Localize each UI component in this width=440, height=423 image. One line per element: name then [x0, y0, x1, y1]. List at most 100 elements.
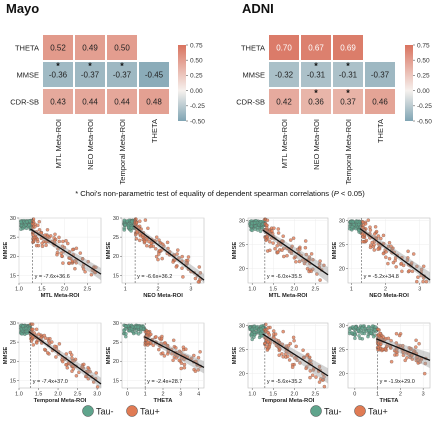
- heatmap-cell: [300, 88, 332, 115]
- data-point: [80, 257, 85, 261]
- data-point: [72, 259, 77, 263]
- regression-line: [30, 228, 102, 275]
- data-point: [73, 266, 77, 271]
- y-tick-label: 30: [10, 216, 16, 222]
- heatmap-cell-value: 0.43: [50, 98, 66, 107]
- data-point: [376, 345, 380, 350]
- x-tick-label: 2.5: [312, 392, 320, 398]
- y-tick-label: 30: [113, 321, 119, 327]
- data-point: [39, 231, 44, 235]
- colorbar-tick-label: 0.50: [190, 58, 203, 65]
- data-point: [29, 339, 34, 344]
- heatmap-row-label: CDR-SB: [10, 98, 39, 107]
- data-point: [310, 373, 315, 377]
- x-tick-label: 2.5: [84, 287, 92, 293]
- data-point: [315, 272, 319, 276]
- x-tick-label: 2.0: [290, 392, 298, 398]
- x-tick-label: 3: [418, 287, 421, 293]
- x-tick-label: 4: [197, 392, 200, 398]
- x-axis-label: MTL Meta-ROI: [41, 293, 80, 299]
- heatmap-cell: [364, 88, 396, 115]
- data-point: [77, 370, 81, 375]
- data-point: [159, 336, 164, 341]
- heatmap-title: Mayo: [6, 1, 39, 16]
- data-point: [64, 238, 68, 243]
- data-point: [376, 247, 380, 251]
- data-point: [157, 252, 161, 256]
- data-point: [122, 228, 127, 232]
- x-axis-label: Temporal Meta-ROI: [262, 398, 315, 404]
- data-point: [369, 331, 373, 336]
- data-point: [281, 329, 285, 334]
- data-point: [276, 227, 281, 231]
- significance-star: *: [88, 61, 92, 71]
- data-point: [146, 226, 150, 231]
- data-point: [289, 353, 294, 357]
- y-tick-label: 15: [10, 378, 16, 384]
- heatmap-cell: [332, 34, 364, 61]
- data-point: [356, 329, 361, 333]
- heatmap-cell: [74, 88, 106, 115]
- data-point: [409, 346, 413, 351]
- data-point: [193, 276, 198, 281]
- data-point: [260, 226, 264, 230]
- data-point: [264, 238, 268, 243]
- colorbar-tick-label: -0.50: [190, 118, 205, 125]
- x-tick-label: 1: [350, 287, 353, 293]
- data-point: [36, 223, 40, 228]
- data-point: [45, 228, 50, 232]
- regression-equation: y = -7.4x+37.0: [33, 379, 68, 385]
- data-point: [259, 334, 264, 338]
- heatmap-cell: [268, 88, 300, 115]
- heatmap-cell-value: 0.42: [276, 98, 292, 107]
- data-point: [70, 247, 75, 252]
- data-point: [174, 265, 179, 269]
- colorbar-tick-label: 0.75: [190, 42, 203, 49]
- significance-star: *: [56, 61, 60, 71]
- data-point: [36, 243, 41, 248]
- x-axis-label: NEO Meta-ROI: [369, 293, 409, 299]
- y-tick-label: 25: [10, 235, 16, 241]
- data-point: [186, 255, 191, 259]
- data-point: [143, 218, 148, 222]
- data-point: [259, 327, 263, 332]
- data-point: [86, 259, 90, 264]
- data-point: [423, 361, 428, 366]
- data-point: [271, 329, 276, 333]
- heatmap-cell-value: 0.52: [50, 44, 66, 53]
- heatmap-row-label: MMSE: [17, 71, 40, 80]
- y-tick-label: 15: [113, 273, 119, 279]
- x-axis-label: Temporal Meta-ROI: [34, 398, 87, 404]
- data-point: [186, 258, 190, 263]
- data-point: [272, 226, 276, 230]
- heatmap-cell: [74, 34, 106, 61]
- x-tick-label: 3.0: [93, 392, 101, 398]
- footnote-end: < 0.05): [338, 189, 365, 198]
- data-point: [171, 260, 175, 264]
- data-point: [305, 353, 309, 358]
- data-point: [192, 353, 196, 358]
- data-point: [368, 245, 373, 250]
- significance-star: *: [314, 88, 318, 98]
- data-point: [411, 252, 416, 256]
- data-point: [25, 220, 29, 224]
- data-point: [70, 358, 75, 363]
- regression-equation: y = -1.9x+29.0: [380, 379, 415, 385]
- significance-star: *: [120, 61, 124, 71]
- x-axis-label: NEO Meta-ROI: [143, 293, 183, 299]
- heatmap-cell: [268, 61, 300, 88]
- data-point: [42, 347, 47, 352]
- regression-equation: y = -5.6x+35.2: [267, 379, 302, 385]
- data-point: [268, 240, 272, 244]
- colorbar-tick-label: -0.25: [190, 103, 205, 110]
- data-point: [380, 347, 385, 352]
- y-axis-label: MMSE: [3, 242, 9, 260]
- heatmap-cell-value: 0.69: [340, 44, 356, 53]
- data-point: [387, 240, 392, 245]
- data-point: [31, 233, 35, 238]
- data-point: [285, 354, 290, 359]
- data-point: [166, 246, 170, 251]
- regression-line: [28, 331, 102, 385]
- heatmap-cell-value: -0.37: [371, 71, 390, 80]
- data-point: [91, 380, 96, 384]
